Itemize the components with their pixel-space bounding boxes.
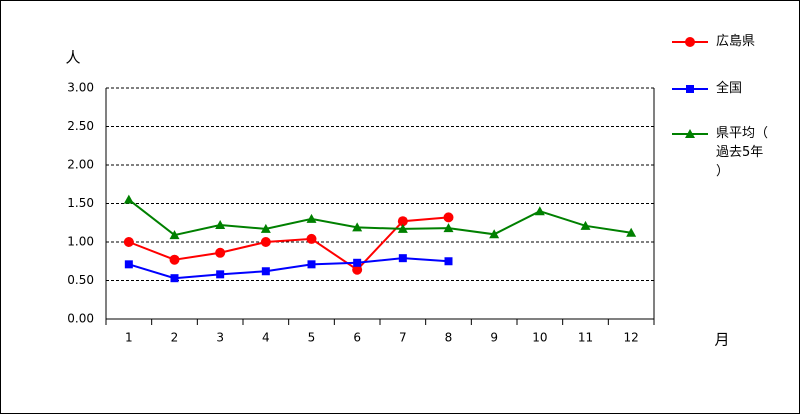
data-point xyxy=(307,260,316,269)
y-tick-label: 0.50 xyxy=(67,273,94,287)
data-point xyxy=(397,216,408,227)
data-point xyxy=(489,229,500,239)
x-tick-label: 1 xyxy=(125,331,133,345)
data-point xyxy=(398,254,407,263)
data-point xyxy=(306,213,317,223)
data-point xyxy=(352,222,363,232)
y-unit-label: 人 xyxy=(65,49,80,67)
data-point xyxy=(260,237,271,247)
data-point xyxy=(306,233,317,244)
x-tick-label: 11 xyxy=(578,331,593,345)
data-point xyxy=(353,258,362,267)
y-tick-label: 3.00 xyxy=(67,81,94,95)
legend-label: 全国 xyxy=(716,81,743,96)
legend-marker xyxy=(685,129,695,138)
legend-marker xyxy=(686,85,694,93)
x-tick-label: 3 xyxy=(216,331,224,345)
legend-label: 広島県 xyxy=(716,34,756,49)
x-tick-label: 8 xyxy=(445,331,453,345)
legend-label: 県平均（過去5年） xyxy=(716,126,769,179)
x-tick-label: 10 xyxy=(532,331,547,345)
series-line xyxy=(128,257,449,280)
series-line xyxy=(128,198,632,237)
x-tick-label: 5 xyxy=(308,331,316,345)
data-point xyxy=(216,270,225,279)
data-point xyxy=(534,206,545,216)
data-point xyxy=(215,220,226,230)
x-tick-label: 6 xyxy=(353,331,361,345)
data-point xyxy=(124,260,133,269)
y-tick-label: 1.50 xyxy=(67,196,94,210)
data-point xyxy=(397,223,408,233)
x-axis-label: 月 xyxy=(714,331,729,349)
data-point xyxy=(260,223,271,233)
x-tick-label: 9 xyxy=(490,331,498,345)
data-point xyxy=(444,257,453,266)
x-tick-label: 4 xyxy=(262,331,270,345)
data-point xyxy=(123,237,134,247)
y-tick-label: 2.50 xyxy=(67,119,94,133)
legend-marker xyxy=(685,37,695,47)
x-tick-label: 2 xyxy=(171,331,179,345)
data-point xyxy=(352,264,363,275)
y-tick-label: 0.00 xyxy=(67,312,94,326)
data-point xyxy=(170,274,179,283)
y-tick-label: 1.00 xyxy=(67,235,94,249)
data-point xyxy=(626,227,637,237)
data-point xyxy=(169,230,180,240)
data-point xyxy=(443,223,454,233)
data-point xyxy=(261,267,270,276)
data-point xyxy=(443,212,454,223)
data-point xyxy=(580,220,591,230)
x-tick-label: 12 xyxy=(624,331,639,345)
y-tick-label: 2.00 xyxy=(67,158,94,172)
data-point xyxy=(169,254,180,265)
x-tick-label: 7 xyxy=(399,331,407,345)
data-point xyxy=(123,194,134,204)
data-point xyxy=(215,247,226,258)
